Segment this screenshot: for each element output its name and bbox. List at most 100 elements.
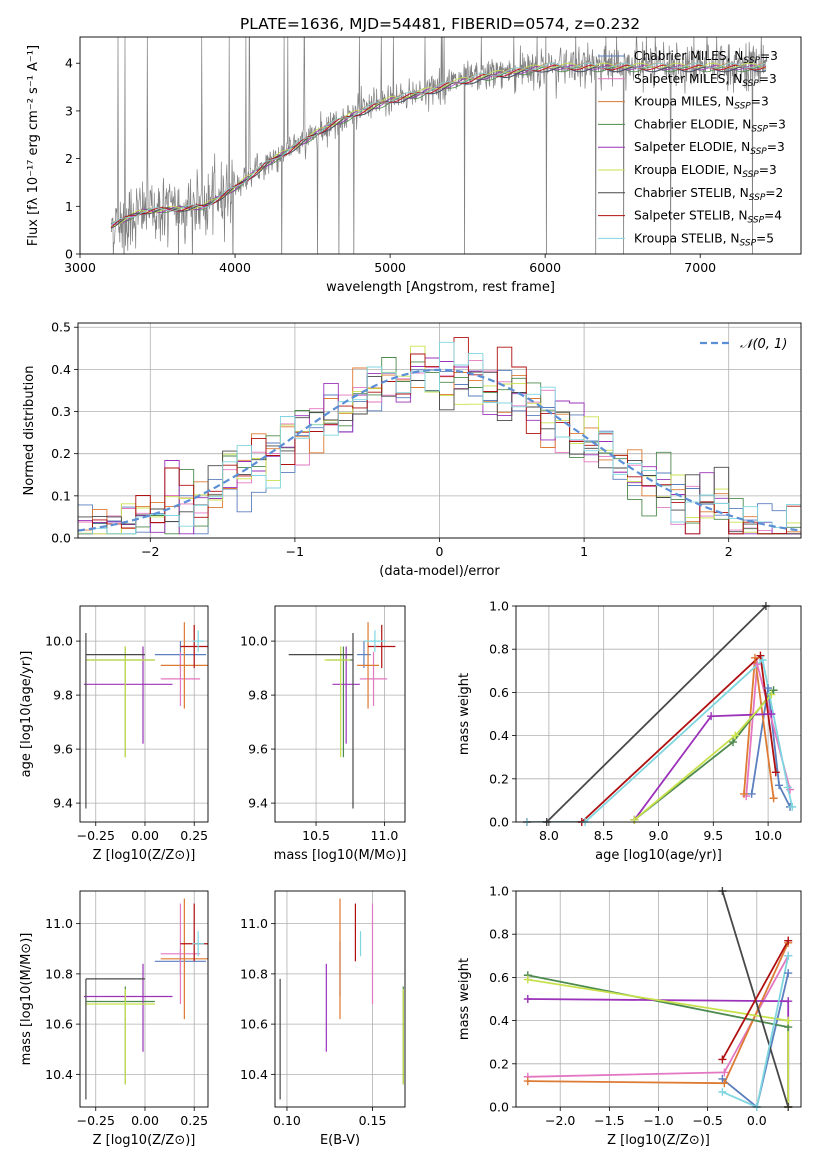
y-tick-label: 0.0 [489, 815, 509, 830]
y-axis-label: mass weight [457, 958, 472, 1040]
y-axis-label: Flux [fλ 10⁻¹⁷ erg cm⁻² s⁻¹ A⁻¹] [26, 45, 41, 246]
x-tick-label: 10.5 [302, 828, 330, 843]
normal-distribution-curve [78, 368, 801, 532]
weight-marker [784, 969, 793, 978]
weight-marker [788, 802, 797, 811]
x-tick-label: 5000 [374, 260, 406, 275]
x-tick-label: −1.5 [594, 1113, 624, 1128]
weight-marker [718, 1055, 727, 1064]
weight-marker [753, 660, 762, 669]
weight-marker [771, 768, 780, 777]
y-axis-label: mass [log10(M/M⊙)] [19, 933, 34, 1066]
weight-marker [784, 936, 793, 945]
weight-marker [784, 997, 793, 1006]
weight-vs-age-plot: 8.0 8.5 9.0 9.5 10.0 0.0 0.2 0.4 0.6 0.8 1.0 age [l… [457, 599, 802, 863]
x-tick-label: −2.0 [545, 1113, 575, 1128]
weight-marker [769, 686, 778, 695]
axes-frame [274, 890, 406, 1108]
x-axis-label: age [log10(age/yr)] [595, 848, 722, 863]
weight-marker [523, 1077, 532, 1086]
weight-marker [783, 783, 792, 792]
y-tick-label: 0.4 [489, 1013, 509, 1028]
x-tick-label: 8.5 [594, 828, 614, 843]
axes-frame [274, 605, 406, 823]
y-tick-label: 4 [65, 56, 73, 71]
age-vs-metallicity-plot: −0.25 0.00 0.25 9.4 9.6 9.8 10.0 Z [log10(Z/Z⊙)… [19, 605, 209, 863]
weight-marker [750, 653, 759, 662]
spectrum-legend: Chabrier MILES, NSSP=3 Salpeter MILES, NS… [598, 49, 786, 248]
weight-marker [769, 794, 778, 803]
x-tick-label: 8.0 [539, 828, 559, 843]
axes-frame [515, 890, 802, 1108]
x-tick-label: 0.10 [273, 1113, 301, 1128]
legend-entry: Salpeter STELIB, NSSP=4 [634, 209, 782, 226]
weight-marker [784, 951, 793, 960]
y-tick-label: 0.4 [51, 362, 71, 377]
weight-marker [756, 651, 765, 660]
y-tick-label: 10.0 [240, 634, 268, 649]
legend-entry: Kroupa MILES, NSSP=3 [634, 95, 769, 112]
model-fit-line [110, 62, 767, 226]
weight-marker [747, 789, 756, 798]
legend-entry: Chabrier MILES, NSSP=3 [634, 49, 778, 66]
x-tick-label: −2 [141, 544, 159, 559]
y-tick-label: 0.0 [489, 1100, 509, 1115]
y-tick-label: 3 [65, 103, 73, 118]
axes-frame [79, 605, 209, 823]
weight-series-line [750, 687, 791, 808]
figure-title: PLATE=1636, MJD=54481, FIBERID=0574, z=0… [240, 15, 640, 33]
plot-area [279, 898, 404, 1100]
x-axis-label: wavelength [Angstrom, rest frame] [326, 280, 555, 295]
y-tick-label: 10.8 [45, 966, 73, 981]
y-tick-label: 0.2 [489, 771, 509, 786]
weight-marker [784, 1016, 793, 1025]
y-tick-label: 9.8 [53, 688, 73, 703]
x-axis-label: Z [log10(Z/Z⊙)] [607, 1133, 710, 1148]
plot-area [288, 622, 396, 809]
legend-entry: Salpeter MILES, NSSP=3 [634, 72, 777, 89]
x-tick-label: 9.5 [703, 828, 723, 843]
y-tick-label: 0.2 [51, 446, 71, 461]
axes-frame [77, 322, 802, 539]
y-tick-label: 1.0 [489, 599, 509, 614]
weight-marker [718, 1074, 727, 1083]
y-tick-label: 9.6 [53, 742, 73, 757]
weight-marker [720, 1079, 729, 1088]
y-tick-label: 0.0 [51, 531, 71, 546]
spectrum-plot: 3000 4000 5000 6000 7000 0 1 2 3 4 wavelength [Ang… [26, 36, 802, 295]
plot-area [83, 898, 208, 1100]
y-tick-label: 1.0 [489, 884, 509, 899]
x-tick-label: 4000 [219, 260, 251, 275]
x-tick-label: 1 [580, 544, 588, 559]
weight-marker [767, 710, 776, 718]
age-vs-mass-plot: 10.5 11.0 9.4 9.6 9.8 10.0 mass [log10(M/M⊙)] [240, 605, 406, 863]
x-tick-label: 0.00 [131, 1113, 159, 1128]
y-tick-label: 9.8 [248, 688, 268, 703]
y-tick-label: 0 [65, 247, 73, 262]
plot-area [527, 891, 790, 1107]
y-tick-label: 9.4 [248, 796, 268, 811]
y-tick-label: 10.0 [45, 634, 73, 649]
weight-marker [523, 975, 532, 984]
y-tick-label: 0.3 [51, 404, 71, 419]
plot-area [527, 606, 794, 822]
y-axis-label: Normed distribution [22, 366, 37, 496]
weight-marker [764, 684, 773, 693]
legend-entry: Kroupa ELODIE, NSSP=3 [634, 163, 777, 180]
weight-marker [740, 789, 748, 798]
weight-marker [775, 781, 784, 790]
x-axis-label: Z [log10(Z/Z⊙)] [93, 848, 196, 863]
x-tick-label: −1 [286, 544, 304, 559]
x-axis-label: E(B-V) [320, 1133, 360, 1148]
y-tick-label: 10.6 [240, 1017, 268, 1032]
weight-marker [630, 815, 639, 824]
x-tick-label: 3000 [64, 260, 96, 275]
x-tick-label: 6000 [529, 260, 561, 275]
histogram-step-line [78, 341, 801, 535]
axes-frame [515, 605, 802, 823]
y-tick-label: 0.2 [489, 1056, 509, 1071]
x-tick-label: 9.0 [649, 828, 669, 843]
y-tick-label: 0.8 [489, 927, 509, 942]
y-tick-label: 0.5 [51, 320, 71, 335]
y-axis-label: mass weight [457, 673, 472, 755]
